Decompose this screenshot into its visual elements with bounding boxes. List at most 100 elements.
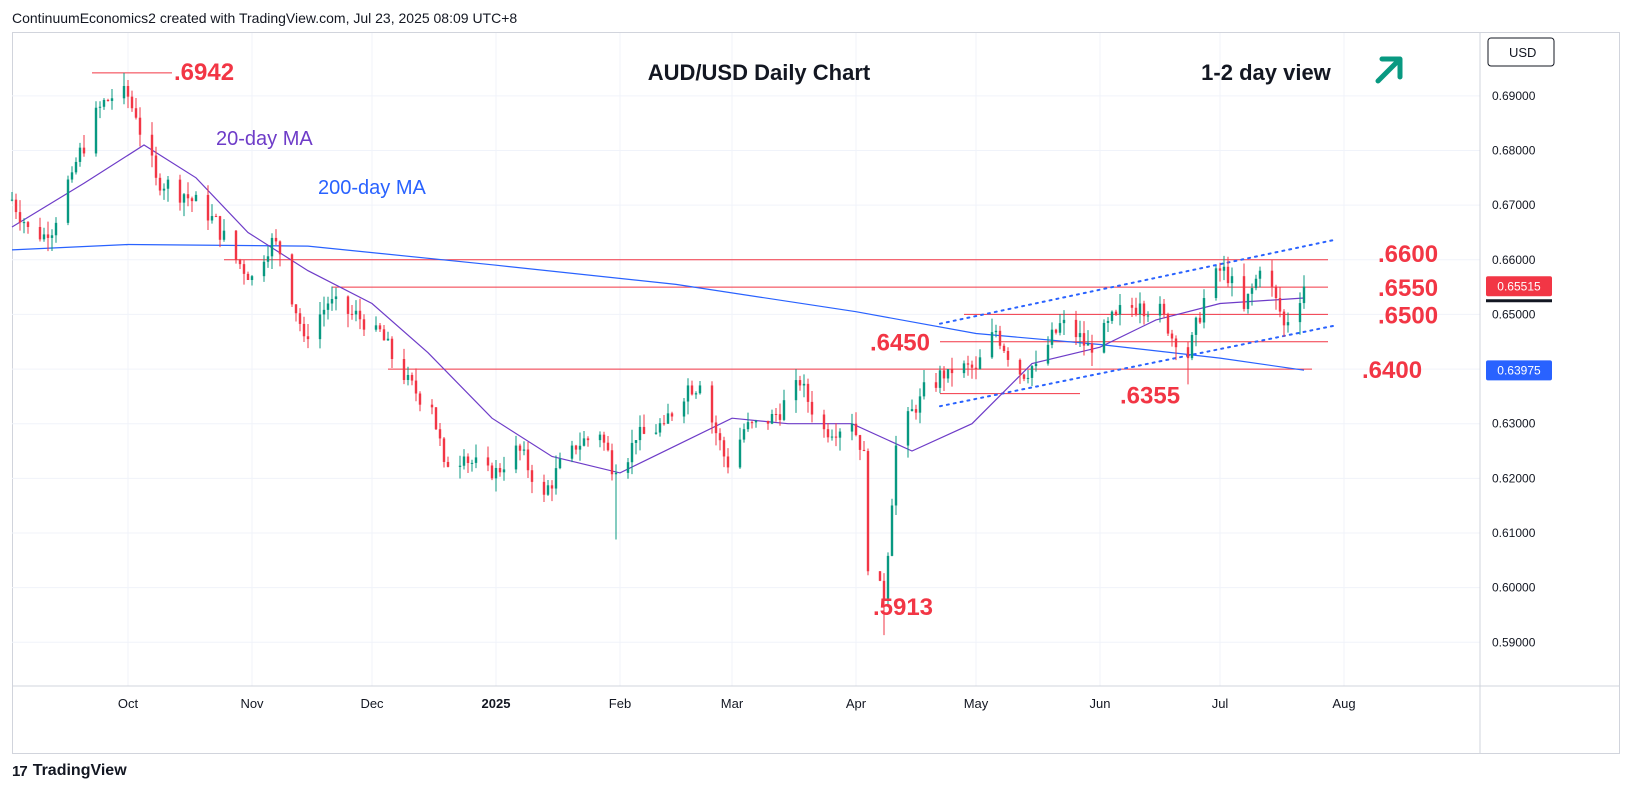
x-tick-label: Mar [721,696,744,711]
candle-body [1226,266,1230,284]
level-label: .6355 [1120,383,1180,410]
y-axis: 0.690000.680000.670000.660000.650000.640… [1479,33,1552,754]
candle-body [378,325,382,330]
candle-body [1242,276,1246,309]
candle-body [178,179,182,203]
candle-body [78,147,82,162]
candle-body [66,179,70,223]
candle-body [1254,278,1258,289]
currency-box[interactable]: USD [1487,37,1555,67]
y-tick-label: 0.68000 [1492,143,1536,157]
candle-body [802,383,806,386]
candle-body [906,411,910,446]
candle-body [726,456,730,468]
candle-body [358,310,362,320]
candle-body [694,393,698,395]
level-label: .6550 [1378,275,1438,302]
level-label: .6450 [870,330,930,357]
candle-body [718,433,722,441]
candle-body [638,426,642,441]
candle-body [754,420,758,423]
candle-body [794,380,798,401]
candle-body [882,580,886,599]
candle-body [554,468,558,489]
candle-body [22,222,26,224]
candle-body [522,449,526,451]
candle-body [138,117,142,135]
x-tick-label: Aug [1332,696,1355,711]
candle-body [890,505,894,556]
candle-body [738,439,742,468]
candle-body [1170,333,1174,339]
tradingview-logo[interactable]: 17 TradingView [12,762,127,780]
candle-body [354,310,358,315]
candle-body [1054,329,1058,333]
candle-body [154,155,158,178]
tradingview-logo-text: TradingView [32,762,127,779]
candle-body [130,96,134,109]
candle-body [1158,303,1162,316]
candle-body [1274,286,1278,299]
candle-body [542,481,546,495]
candle-body [182,194,186,203]
candle-body [626,462,630,473]
candle-body [1110,311,1114,321]
candle-body [582,438,586,446]
candle-body [750,422,754,424]
candle-body [458,465,462,467]
candle-body [486,457,490,466]
chart-header: ContinuumEconomics2 created with Trading… [12,10,518,26]
candle-body [946,369,950,379]
candle-body [362,319,366,330]
candle-body [630,442,634,463]
candle-body [1046,344,1050,364]
candle-body [922,382,926,397]
candle-body [26,222,30,227]
candle-body [1138,303,1142,315]
candle-body [826,429,830,438]
candle-body [446,461,450,467]
candle-body [498,467,502,473]
candle-body [1106,320,1110,323]
last-price-badge: 0.65515 [1497,279,1541,293]
candles [10,72,1306,636]
candle-body [574,445,578,450]
x-tick-label: 2025 [482,696,511,711]
candle-body [238,259,242,265]
candle-body [158,177,162,191]
candle-body [390,338,394,359]
x-axis: Oct Nov Dec 2025 Feb Mar Apr May Jun Jul Aug [12,685,1620,711]
candle-body [942,370,946,379]
candle-body [150,134,154,156]
candle-body [222,230,226,240]
level-label: .6600 [1378,241,1438,268]
grid [12,33,1480,686]
chart-frame [12,32,1620,754]
candle-body [38,226,42,240]
level-label: .5913 [873,594,933,621]
ma200-path [11,243,1305,371]
level-label: .6942 [174,59,234,86]
trend-channel [939,238,1337,408]
candle-body [558,458,562,469]
candle-body [278,241,282,255]
candle-body [1214,268,1218,299]
candle-body [1074,319,1078,338]
candle-body [798,380,802,386]
candle-body [598,434,602,441]
candle-body [42,234,46,240]
candle-body [822,414,826,430]
y-tick-label: 0.67000 [1492,198,1536,212]
candle-body [1298,303,1302,323]
candle-body [918,396,922,413]
candle-body [1030,366,1034,378]
candle-body [938,370,942,388]
candle-body [710,385,714,423]
ma200-badge-bg [1486,360,1552,381]
y-tick-label: 0.60000 [1492,581,1536,595]
candle-body [1086,343,1090,346]
candle-body [326,303,330,310]
candle-body [402,358,406,380]
candle-body [1002,345,1006,352]
